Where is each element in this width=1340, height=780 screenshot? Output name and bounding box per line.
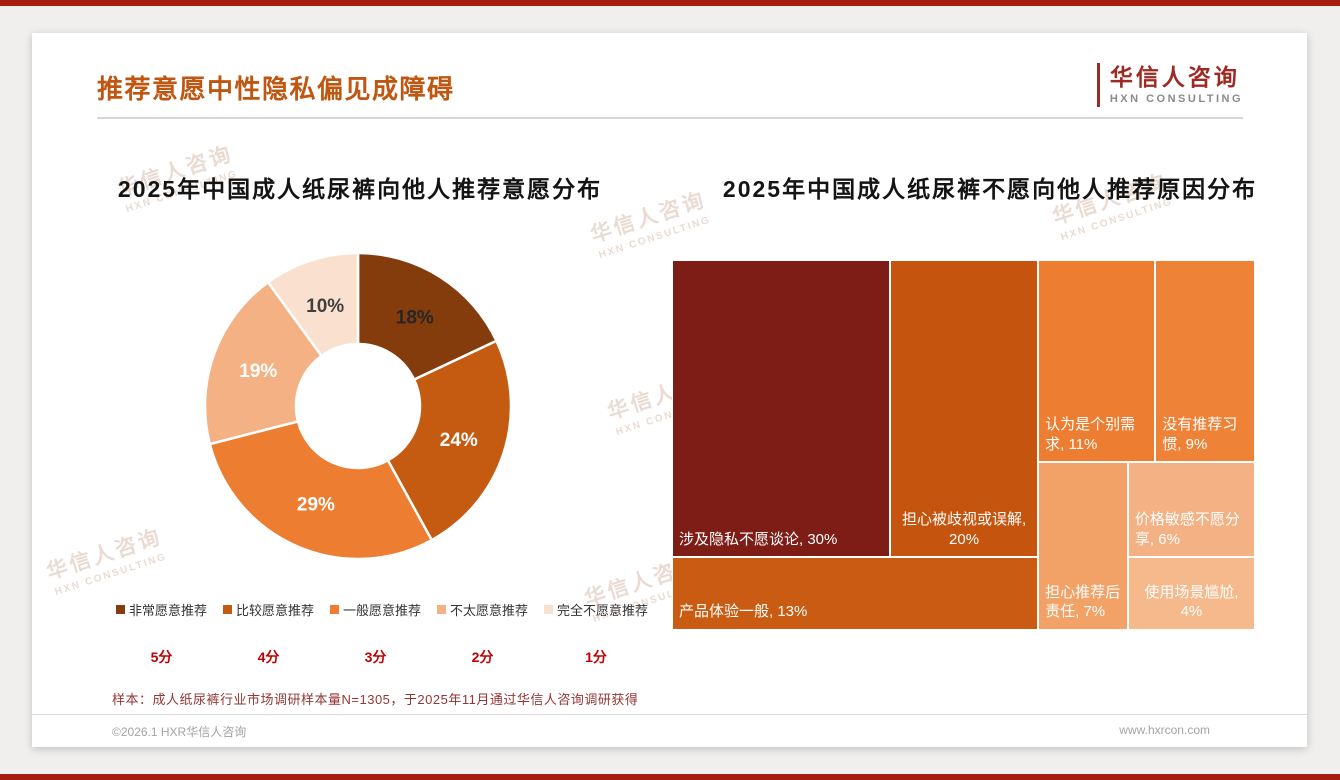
treemap-cell: 担心被歧视或误解, 20%: [890, 260, 1039, 558]
treemap-cell: 认为是个别需求, 11%: [1038, 260, 1156, 463]
logo-name-en: HXN CONSULTING: [1109, 93, 1243, 106]
legend-text: 比较愿意推荐: [235, 603, 314, 618]
donut-value-label: 18%: [396, 308, 434, 329]
footer-copyright: ©2026.1 HXR华信人咨询: [112, 725, 247, 739]
logo-mark: [1096, 63, 1100, 107]
sample-note: 样本：成人纸尿裤行业市场调研样本量N=1305，于2025年11月通过华信人咨询…: [112, 692, 639, 707]
treemap-cell-label: 担心推荐后责任, 7%: [1045, 583, 1121, 621]
donut-value-label: 19%: [239, 361, 277, 382]
treemap-cell-label: 使用场景尴尬, 4%: [1144, 583, 1239, 621]
legend-score: 5分: [150, 649, 173, 665]
legend-text: 非常愿意推荐: [128, 603, 207, 618]
legend-item: 非常愿意推荐 5分: [115, 600, 207, 667]
treemap-cell: 担心推荐后责任, 7%: [1038, 462, 1128, 630]
treemap-cell: 涉及隐私不愿谈论, 30%: [672, 260, 891, 558]
donut-slice: [386, 339, 513, 542]
watermark-en: HXN CONSULTING: [597, 214, 713, 262]
footer: ©2026.1 HXR华信人咨询 www.hxrcon.com: [112, 723, 1210, 740]
donut-value-label: 29%: [297, 494, 335, 515]
treemap-cell: 价格敏感不愿分享, 6%: [1127, 462, 1255, 558]
donut-chart: 18% 24% 29% 19% 10%: [203, 251, 513, 561]
donut-legend: 非常愿意推荐 5分 比较愿意推荐 4分 一般愿意推荐 3分 不太愿意推荐 2分 完全不愿意推荐 1…: [72, 600, 692, 667]
legend-label: 完全不愿意推荐: [544, 600, 648, 619]
treemap-cell-label: 没有推荐习惯, 9%: [1162, 416, 1238, 453]
legend-text: 完全不愿意推荐: [557, 603, 649, 618]
treemap-cell-label: 价格敏感不愿分享, 6%: [1134, 511, 1240, 548]
legend-text: 一般愿意推荐: [342, 603, 421, 618]
top-accent-bar: [0, 0, 1340, 6]
watermark-en: HXN CONSULTING: [53, 551, 169, 599]
legend-text: 不太愿意推荐: [450, 603, 529, 618]
treemap-cell: 产品体验一般, 13%: [672, 557, 1039, 630]
treemap-cell-label: 涉及隐私不愿谈论, 30%: [679, 530, 838, 548]
legend-label: 一般愿意推荐: [329, 600, 421, 619]
donut-chart-area: 18% 24% 29% 19% 10%: [198, 246, 518, 566]
page-title: 推荐意愿中性隐私偏见成障碍: [97, 74, 455, 104]
footer-divider: [32, 714, 1307, 715]
donut-slice: [208, 419, 434, 561]
legend-label: 非常愿意推荐: [115, 600, 207, 619]
donut-slice: [356, 251, 499, 382]
legend-score: 3分: [364, 649, 387, 665]
legend-score: 1分: [585, 649, 607, 665]
donut-slice: [266, 251, 360, 358]
legend-marker: [115, 605, 125, 614]
treemap-chart: 涉及隐私不愿谈论, 30% 担心被歧视或误解, 20% 产品体验一般, 13% 认为是…: [672, 260, 1255, 630]
donut-chart-title: 2025年中国成人纸尿裤向他人推荐意愿分布: [117, 176, 603, 202]
logo-name-cn: 华信人咨询: [1109, 63, 1240, 90]
slide-card: 华信人咨询 HXN CONSULTING 华信人咨询 HXN CONSULTIN…: [32, 33, 1307, 747]
footer-website: www.hxrcon.com: [1119, 723, 1210, 737]
treemap-cell: 使用场景尴尬, 4%: [1127, 557, 1255, 630]
watermark: 华信人咨询 HXN CONSULTING: [42, 521, 169, 599]
treemap-cell-label: 担心被歧视或误解, 20%: [901, 511, 1027, 548]
legend-item: 一般愿意推荐 3分: [329, 600, 421, 667]
legend-marker: [437, 605, 446, 614]
legend-marker: [544, 605, 554, 614]
donut-slice: [203, 280, 324, 446]
donut-value-label: 10%: [306, 296, 344, 317]
legend-item: 比较愿意推荐 4分: [222, 600, 314, 667]
watermark-cn: 华信人咨询: [43, 525, 166, 585]
brand-logo: 华信人咨询 HXN CONSULTING: [1096, 63, 1243, 107]
logo-text: 华信人咨询 HXN CONSULTING: [1109, 63, 1243, 106]
legend-item: 不太愿意推荐 2分: [437, 600, 528, 667]
donut-value-label: 24%: [440, 430, 478, 451]
treemap-cell-label: 认为是个别需求, 11%: [1045, 416, 1136, 453]
legend-marker: [329, 605, 339, 614]
treemap-cell-label: 产品体验一般, 13%: [679, 603, 808, 621]
legend-label: 不太愿意推荐: [437, 600, 528, 619]
legend-score: 2分: [471, 649, 494, 665]
legend-score: 4分: [257, 649, 280, 665]
treemap-chart-title: 2025年中国成人纸尿裤不愿向他人推荐原因分布: [722, 176, 1258, 202]
bottom-accent-bar: [0, 774, 1340, 780]
legend-label: 比较愿意推荐: [222, 600, 314, 619]
legend-marker: [222, 605, 232, 614]
treemap-cell: 没有推荐习惯, 9%: [1155, 260, 1255, 463]
legend-item: 完全不愿意推荐 1分: [544, 600, 648, 667]
header-divider: [97, 117, 1243, 119]
